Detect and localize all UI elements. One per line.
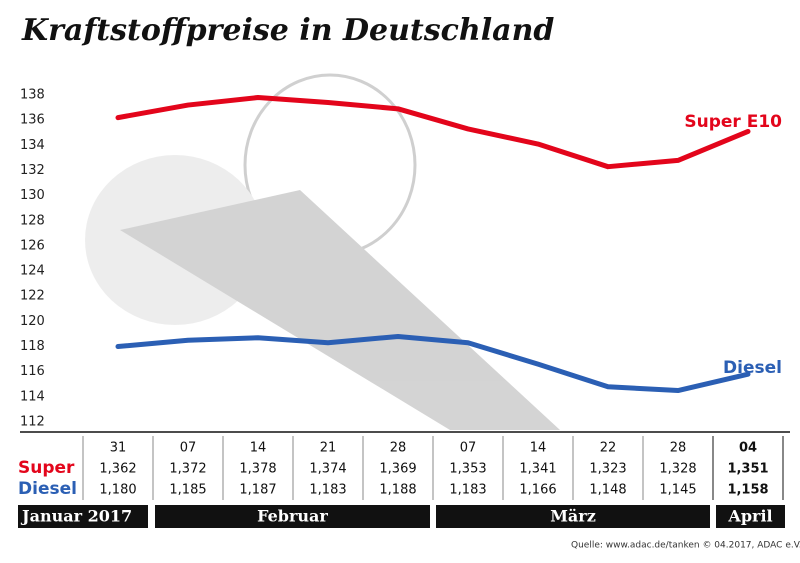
row-label: Diesel <box>18 479 77 499</box>
y-tick-label: 136 <box>20 113 45 128</box>
value-label: 1,372 <box>169 462 206 477</box>
legend-label: Diesel <box>723 358 782 378</box>
value-label: 1,351 <box>727 462 768 477</box>
y-tick-label: 128 <box>20 213 45 228</box>
y-tick-label: 120 <box>20 314 45 329</box>
value-label: 1,180 <box>99 483 136 498</box>
value-label: 1,148 <box>589 483 626 498</box>
x-tick-label: 14 <box>250 441 267 456</box>
decoration <box>85 73 560 430</box>
y-tick-label: 134 <box>20 138 45 153</box>
value-label: 1,183 <box>449 483 486 498</box>
month-bar <box>18 505 148 528</box>
x-tick-label: 21 <box>320 441 337 456</box>
value-label: 1,323 <box>589 462 626 477</box>
x-tick-label: 28 <box>670 441 687 456</box>
x-tick-label: 04 <box>739 441 757 456</box>
value-label: 1,369 <box>379 462 416 477</box>
value-label: 1,328 <box>659 462 696 477</box>
x-tick-label: 07 <box>460 441 477 456</box>
value-label: 1,158 <box>727 483 768 498</box>
month-bar <box>436 505 710 528</box>
source: Quelle: www.adac.de/tanken © 04.2017, AD… <box>571 541 800 551</box>
value-label: 1,353 <box>449 462 486 477</box>
y-tick-label: 130 <box>20 188 45 203</box>
y-tick-label: 124 <box>20 264 45 279</box>
value-label: 1,187 <box>239 483 276 498</box>
x-tick-label: 07 <box>180 441 197 456</box>
value-label: 1,341 <box>519 462 556 477</box>
month-label: Februar <box>257 507 328 526</box>
line <box>115 333 751 394</box>
x-tick-label: 14 <box>530 441 547 456</box>
y-tick-label: 126 <box>20 238 45 253</box>
y-tick-label: 114 <box>20 389 45 404</box>
row-label: Super <box>18 458 75 478</box>
y-tick-label: 122 <box>20 289 45 304</box>
x-tick-label: 31 <box>110 441 127 456</box>
x-tick-label: 22 <box>600 441 617 456</box>
value-label: 1,185 <box>169 483 206 498</box>
value-label: 1,183 <box>309 483 346 498</box>
chart-title: Kraftstoffpreise in Deutschland <box>21 13 554 48</box>
month-label: April <box>727 507 772 526</box>
legend-label: Super E10 <box>684 112 782 132</box>
line <box>115 95 751 170</box>
month-bar <box>716 505 785 528</box>
y-tick-label: 112 <box>20 415 45 430</box>
y-tick-label: 116 <box>20 364 45 379</box>
value-label: 1,166 <box>519 483 556 498</box>
value-label: 1,362 <box>99 462 136 477</box>
value-label: 1,374 <box>309 462 346 477</box>
value-label: 1,145 <box>659 483 696 498</box>
month-label: Januar 2017 <box>20 507 132 526</box>
value-label: 1,188 <box>379 483 416 498</box>
y-tick-label: 132 <box>20 163 45 178</box>
x-tick-label: 28 <box>390 441 407 456</box>
value-label: 1,378 <box>239 462 276 477</box>
month-label: März <box>550 507 596 526</box>
y-tick-label: 118 <box>20 339 45 354</box>
y-tick-label: 138 <box>20 88 45 103</box>
month-bar <box>155 505 430 528</box>
